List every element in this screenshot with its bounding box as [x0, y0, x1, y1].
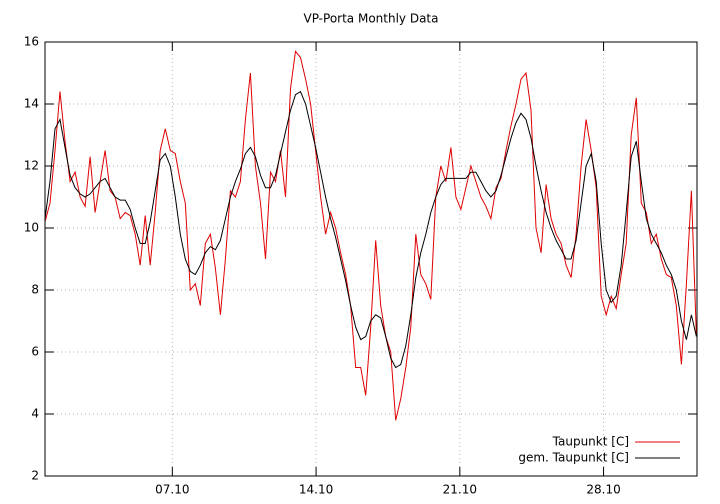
chart-title: VP-Porta Monthly Data [304, 12, 439, 26]
y-tick-label: 16 [24, 35, 39, 49]
series-line [44, 50, 697, 421]
series-line [44, 90, 697, 369]
legend-label: Taupunkt [C] [552, 435, 629, 449]
y-tick-label: 4 [31, 407, 39, 421]
y-tick-label: 2 [31, 469, 39, 483]
y-tick-label: 8 [31, 283, 39, 297]
y-tick-label: 10 [24, 221, 39, 235]
legend-label: gem. Taupunkt [C] [518, 451, 629, 465]
x-tick-label: 14.10 [299, 483, 333, 497]
plot-border [44, 41, 698, 477]
x-tick-label: 21.10 [443, 483, 477, 497]
x-tick-label: 28.10 [586, 483, 620, 497]
y-tick-label: 14 [24, 97, 39, 111]
y-tick-label: 6 [31, 345, 39, 359]
y-tick-label: 12 [24, 159, 39, 173]
x-tick-label: 07.10 [155, 483, 189, 497]
